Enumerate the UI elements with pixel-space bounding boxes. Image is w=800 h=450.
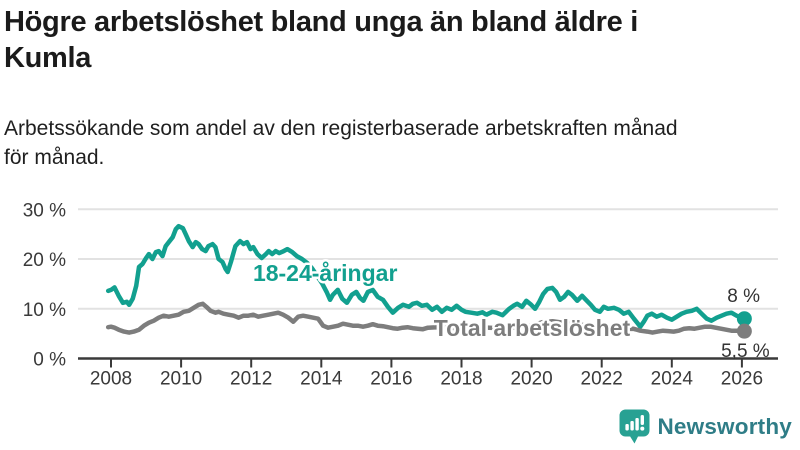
- page-title-line-1: Högre arbetslöshet bland unga än bland ä…: [4, 6, 638, 38]
- youth-end-value-label: 8 %: [727, 286, 760, 307]
- chart-subtitle-line-2: för månad.: [4, 146, 105, 169]
- unemployment-line-chart: 0 % 10 % 20 % 30 % 2008 2010 2012 2014 2016 2018 2…: [23, 200, 778, 390]
- youth-series-label: 18-24-åringar: [253, 260, 398, 286]
- newsworthy-logo-text: Newsworthy: [657, 413, 792, 439]
- total-series-line: [105, 301, 747, 335]
- total-series-end-dot: [736, 323, 752, 339]
- x-tick-label: 2010: [160, 369, 202, 390]
- page-title-line-2: Kumla: [4, 42, 92, 74]
- newsworthy-logo[interactable]: Newsworthy: [619, 409, 792, 444]
- x-tick-label: 2026: [721, 369, 763, 390]
- newsworthy-logo-icon: [619, 409, 650, 444]
- x-tick-label: 2008: [90, 369, 132, 390]
- x-tick-label: 2024: [651, 369, 694, 390]
- total-end-value-label: 5,5 %: [721, 341, 770, 362]
- x-tick-label: 2014: [300, 369, 343, 390]
- page-title: Högre arbetslöshet bland unga än bland ä…: [4, 4, 638, 76]
- chart-subtitle: Arbetssökande som andel av den registerb…: [4, 114, 678, 172]
- youth-series-end-dot: [736, 311, 752, 327]
- x-tick-label: 2018: [440, 369, 482, 390]
- chart-subtitle-line-1: Arbetssökande som andel av den registerb…: [4, 117, 678, 140]
- youth-series-line: [105, 223, 747, 329]
- y-tick-label: 10 %: [23, 300, 66, 321]
- x-tick-label: 2020: [510, 369, 552, 390]
- y-tick-label: 30 %: [23, 200, 66, 221]
- x-tick-label: 2012: [230, 369, 272, 390]
- y-tick-label: 0 %: [33, 350, 66, 371]
- x-tick-label: 2016: [370, 369, 412, 390]
- total-series-label: Total arbetslöshet: [434, 315, 631, 341]
- x-tick-label: 2022: [581, 369, 623, 390]
- y-tick-label: 20 %: [23, 250, 66, 271]
